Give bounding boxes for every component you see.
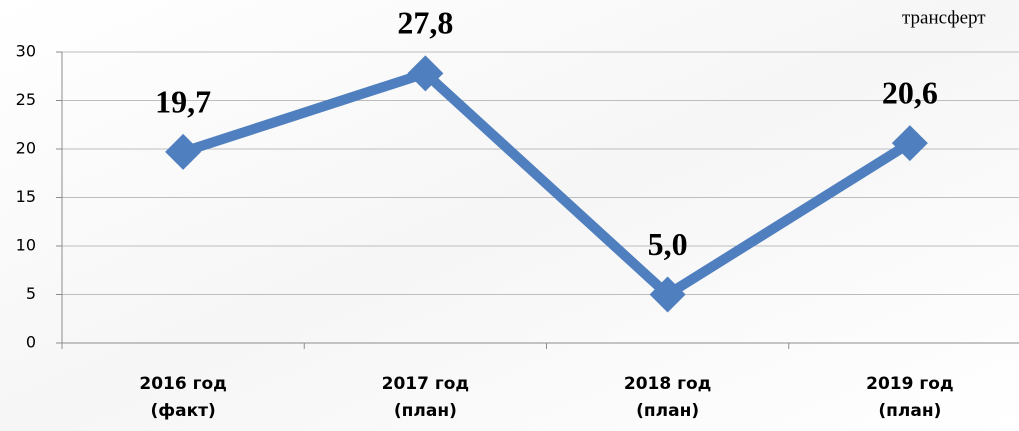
marker — [165, 133, 202, 170]
y-tick-label: 5 — [26, 284, 36, 303]
y-tick-label: 0 — [26, 333, 36, 352]
y-tick-label: 10 — [16, 236, 36, 255]
x-tick-label: 2016 год (факт) — [139, 374, 227, 421]
marker — [407, 55, 444, 92]
value-label: 20,6 — [882, 75, 938, 111]
value-label: 19,7 — [155, 83, 211, 119]
y-tick-label: 25 — [16, 90, 36, 109]
y-tick-label: 20 — [16, 139, 36, 158]
x-tick-label: 2017 год (план) — [381, 374, 470, 421]
line — [181, 68, 913, 300]
y-tick-label: 15 — [16, 187, 36, 206]
x-tick-label: 2019 год (план) — [866, 374, 954, 421]
marker — [649, 276, 686, 313]
y-tick-label: 30 — [16, 42, 36, 61]
marker — [891, 125, 928, 162]
x-tick-label: 2018 год (план) — [623, 374, 712, 421]
annotation: трансферт — [902, 7, 986, 28]
value-label: 5,0 — [648, 226, 688, 262]
value-label: 27,8 — [397, 5, 453, 41]
